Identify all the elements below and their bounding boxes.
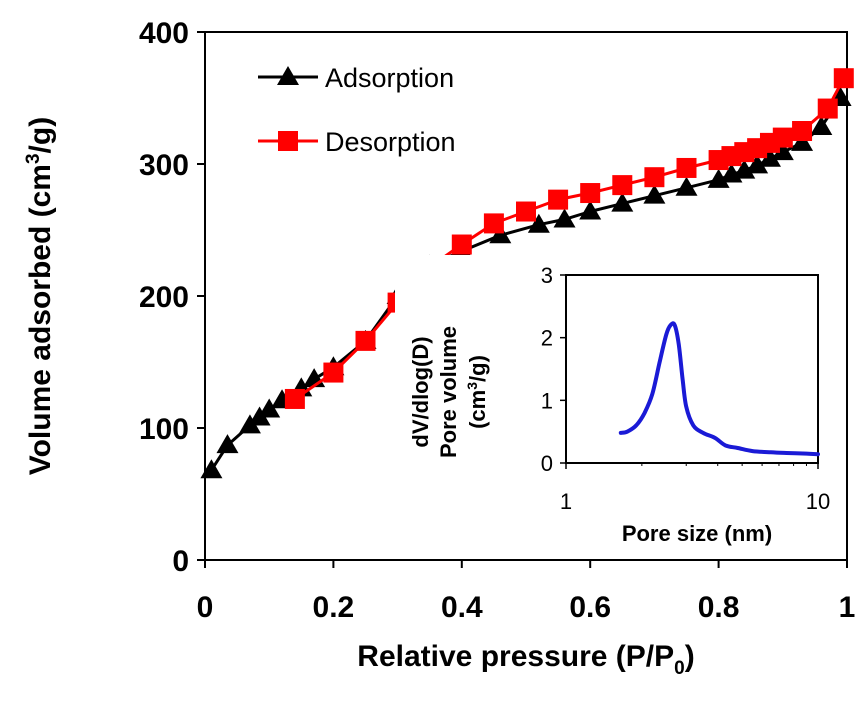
data-point-adsorption	[611, 192, 634, 212]
data-point-desorption	[284, 388, 305, 409]
inset-x-axis-label: Pore size (nm)	[622, 521, 772, 546]
legend-adsorption-marker	[277, 66, 299, 85]
data-point-adsorption	[771, 141, 794, 161]
inset-series-group	[618, 321, 820, 457]
main-x-tick-label: 0.2	[313, 591, 355, 624]
data-point-desorption	[833, 68, 854, 89]
legend-item-desorption: Desorption	[258, 127, 456, 157]
inset-y-axis-label-line2: Pore volume	[436, 326, 461, 458]
legend-item-adsorption: Adsorption	[258, 63, 454, 93]
data-point-adsorption	[733, 159, 756, 179]
data-point-adsorption	[746, 154, 769, 174]
main-x-axis-label-end: )	[685, 640, 695, 673]
legend: Adsorption Desorption	[258, 63, 456, 157]
main-y-tick-label: 200	[139, 281, 189, 314]
inset-y-ticks: 0 1 2 3	[541, 263, 566, 476]
legend-desorption-marker	[278, 131, 298, 151]
inset-y-axis-label-line3-end: /g)	[465, 355, 490, 382]
data-point-desorption	[644, 167, 665, 188]
main-y-tick-label: 0	[172, 545, 189, 578]
data-point-desorption	[676, 157, 697, 178]
inset-y-tick-label: 2	[541, 326, 553, 351]
legend-adsorption-label: Adsorption	[325, 63, 454, 93]
data-point-adsorption	[216, 434, 239, 454]
inset-y-tick-label: 0	[541, 451, 553, 476]
main-x-axis-label: Relative pressure (P/P0)	[357, 640, 694, 679]
main-y-tick-label: 400	[139, 17, 189, 50]
inset-y-axis-label-line3: (cm3/g)	[464, 355, 490, 429]
main-y-axis-label: Volume adsorbed (cm3/g)	[23, 117, 57, 475]
main-y-tick-label: 300	[139, 149, 189, 182]
inset-plot-area	[565, 274, 819, 464]
data-point-adsorption	[489, 224, 512, 244]
inset-y-axis-label-line3-main: (cm	[465, 390, 490, 429]
main-y-axis-label-main: Volume adsorbed (cm	[24, 164, 57, 475]
inset-y-tick-label: 1	[541, 388, 553, 413]
inset-x-tick-label: 1	[560, 489, 572, 514]
data-point-adsorption	[791, 131, 814, 151]
inset-background	[395, 255, 835, 555]
data-point-desorption	[451, 234, 472, 255]
main-x-tick-label: 1	[839, 591, 856, 624]
data-point-desorption	[323, 362, 344, 383]
main-x-axis-label-main: Relative pressure (P/P	[357, 640, 674, 673]
data-point-adsorption	[553, 208, 576, 228]
main-x-tick-label: 0.8	[698, 591, 740, 624]
data-point-desorption	[772, 127, 793, 148]
main-y-ticks: 0 100 200 300 400	[139, 17, 205, 578]
data-point-adsorption	[707, 168, 730, 188]
main-series-group	[200, 68, 854, 479]
main-y-axis-label-sup: 3	[23, 153, 44, 164]
main-x-axis-label-sub: 0	[674, 658, 685, 679]
data-point-adsorption	[579, 200, 602, 220]
data-point-adsorption	[258, 398, 281, 418]
inset-pore-size-curve	[618, 321, 820, 457]
data-point-desorption	[580, 183, 601, 204]
main-y-axis-label-end: /g)	[24, 117, 57, 154]
data-point-adsorption	[527, 213, 550, 233]
main-x-tick-label: 0.4	[441, 591, 483, 624]
data-point-adsorption	[810, 116, 833, 136]
main-x-tick-label: 0	[197, 591, 214, 624]
data-point-desorption	[355, 330, 376, 351]
main-x-ticks: 0 0.2 0.4 0.6 0.8 1	[197, 560, 856, 624]
inset-x-tick-label: 10	[806, 489, 830, 514]
data-point-adsorption	[758, 147, 781, 167]
data-point-desorption	[483, 213, 504, 234]
legend-desorption-label: Desorption	[325, 127, 456, 157]
data-point-desorption	[516, 201, 536, 222]
data-point-desorption	[817, 98, 838, 119]
data-point-desorption	[548, 189, 569, 210]
data-point-desorption	[612, 175, 633, 196]
inset-y-axis-label-line3-sup: 3	[464, 382, 480, 390]
data-point-adsorption	[200, 459, 223, 479]
inset-x-ticks: 1 10	[560, 463, 830, 514]
data-point-desorption	[792, 121, 813, 141]
main-y-tick-label: 100	[139, 413, 189, 446]
data-point-adsorption	[643, 184, 666, 204]
data-point-adsorption	[675, 176, 698, 196]
main-x-tick-label: 0.6	[569, 591, 611, 624]
inset-y-axis-label-line1: dV/dlog(D)	[408, 336, 433, 447]
inset-y-tick-label: 3	[541, 263, 553, 288]
